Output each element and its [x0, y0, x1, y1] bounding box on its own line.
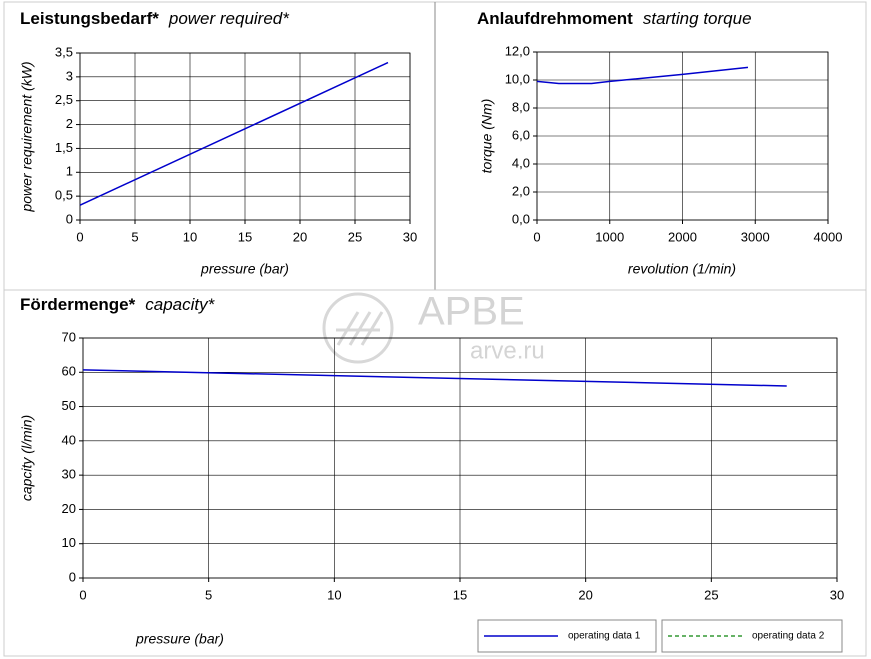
y-tick-label: 1,5 — [55, 140, 73, 155]
y-tick-label: 0,0 — [512, 211, 530, 226]
x-tick-label: 0 — [76, 229, 83, 244]
x-tick-label: 25 — [704, 587, 718, 602]
y-tick-label: 8,0 — [512, 99, 530, 114]
x-tick-label: 30 — [403, 229, 417, 244]
chart-title: Leistungsbedarf* power required* — [20, 9, 290, 28]
y-tick-label: 2 — [66, 116, 73, 131]
x-tick-label: 30 — [830, 587, 844, 602]
watermark-text: APBE — [418, 290, 525, 334]
y-tick-label: 70 — [62, 329, 76, 344]
x-tick-label: 10 — [183, 229, 197, 244]
x-tick-label: 20 — [578, 587, 592, 602]
chart-title: Anlaufdrehmoment starting torque — [477, 9, 752, 28]
x-tick-label: 25 — [348, 229, 362, 244]
y-tick-label: 1 — [66, 164, 73, 179]
y-tick-label: 10 — [62, 535, 76, 550]
y-axis-label: capcity (l/min) — [19, 415, 35, 501]
y-tick-label: 0,5 — [55, 188, 73, 203]
x-tick-label: 5 — [205, 587, 212, 602]
legend-label: operating data 2 — [752, 631, 825, 642]
y-tick-label: 60 — [62, 364, 76, 379]
y-tick-label: 30 — [62, 467, 76, 482]
x-axis-label: pressure (bar) — [135, 631, 224, 647]
y-tick-label: 0 — [66, 211, 73, 226]
watermark-logo — [322, 292, 394, 364]
y-tick-label: 2,5 — [55, 92, 73, 107]
y-axis-label: power requirement (kW) — [19, 61, 35, 212]
y-tick-label: 3 — [66, 68, 73, 83]
y-tick-label: 50 — [62, 398, 76, 413]
plot-border — [79, 52, 411, 221]
legend-label: operating data 1 — [568, 631, 641, 642]
watermark: APBE arve.ru — [322, 290, 545, 364]
x-tick-label: 0 — [79, 587, 86, 602]
title-sub: starting torque — [643, 9, 752, 28]
y-tick-label: 3,5 — [55, 44, 73, 59]
title-main: Anlaufdrehmoment — [477, 9, 633, 28]
x-tick-label: 20 — [293, 229, 307, 244]
x-tick-label: 0 — [533, 229, 540, 244]
y-axis-label: torque (Nm) — [479, 99, 495, 174]
y-tick-label: 12,0 — [505, 43, 530, 58]
plot-border — [536, 51, 829, 221]
y-tick-label: 40 — [62, 432, 76, 447]
y-tick-label: 2,0 — [512, 183, 530, 198]
x-tick-label: 15 — [238, 229, 252, 244]
x-tick-label: 3000 — [741, 229, 770, 244]
title-sub: power required* — [168, 9, 290, 28]
x-tick-label: 10 — [327, 587, 341, 602]
x-axis-label: revolution (1/min) — [628, 261, 736, 277]
y-tick-label: 20 — [62, 501, 76, 516]
chart-title: Fördermenge* capacity* — [20, 295, 216, 314]
y-tick-label: 6,0 — [512, 127, 530, 142]
watermark-text: arve.ru — [470, 337, 545, 364]
y-tick-label: 10,0 — [505, 71, 530, 86]
y-tick-label: 0 — [69, 569, 76, 584]
data-line — [536, 66, 749, 85]
x-axis-label: pressure (bar) — [200, 261, 289, 277]
x-tick-label: 15 — [453, 587, 467, 602]
x-tick-label: 4000 — [814, 229, 843, 244]
plot-border — [82, 337, 838, 579]
x-tick-label: 1000 — [595, 229, 624, 244]
data-line — [79, 61, 389, 206]
data-line — [82, 369, 787, 387]
title-main: Leistungsbedarf* — [20, 9, 159, 28]
x-tick-label: 2000 — [668, 229, 697, 244]
x-tick-label: 5 — [131, 229, 138, 244]
watermark-logo — [336, 311, 384, 346]
title-sub: capacity* — [145, 295, 215, 314]
y-tick-label: 4,0 — [512, 155, 530, 170]
title-main: Fördermenge* — [20, 295, 136, 314]
